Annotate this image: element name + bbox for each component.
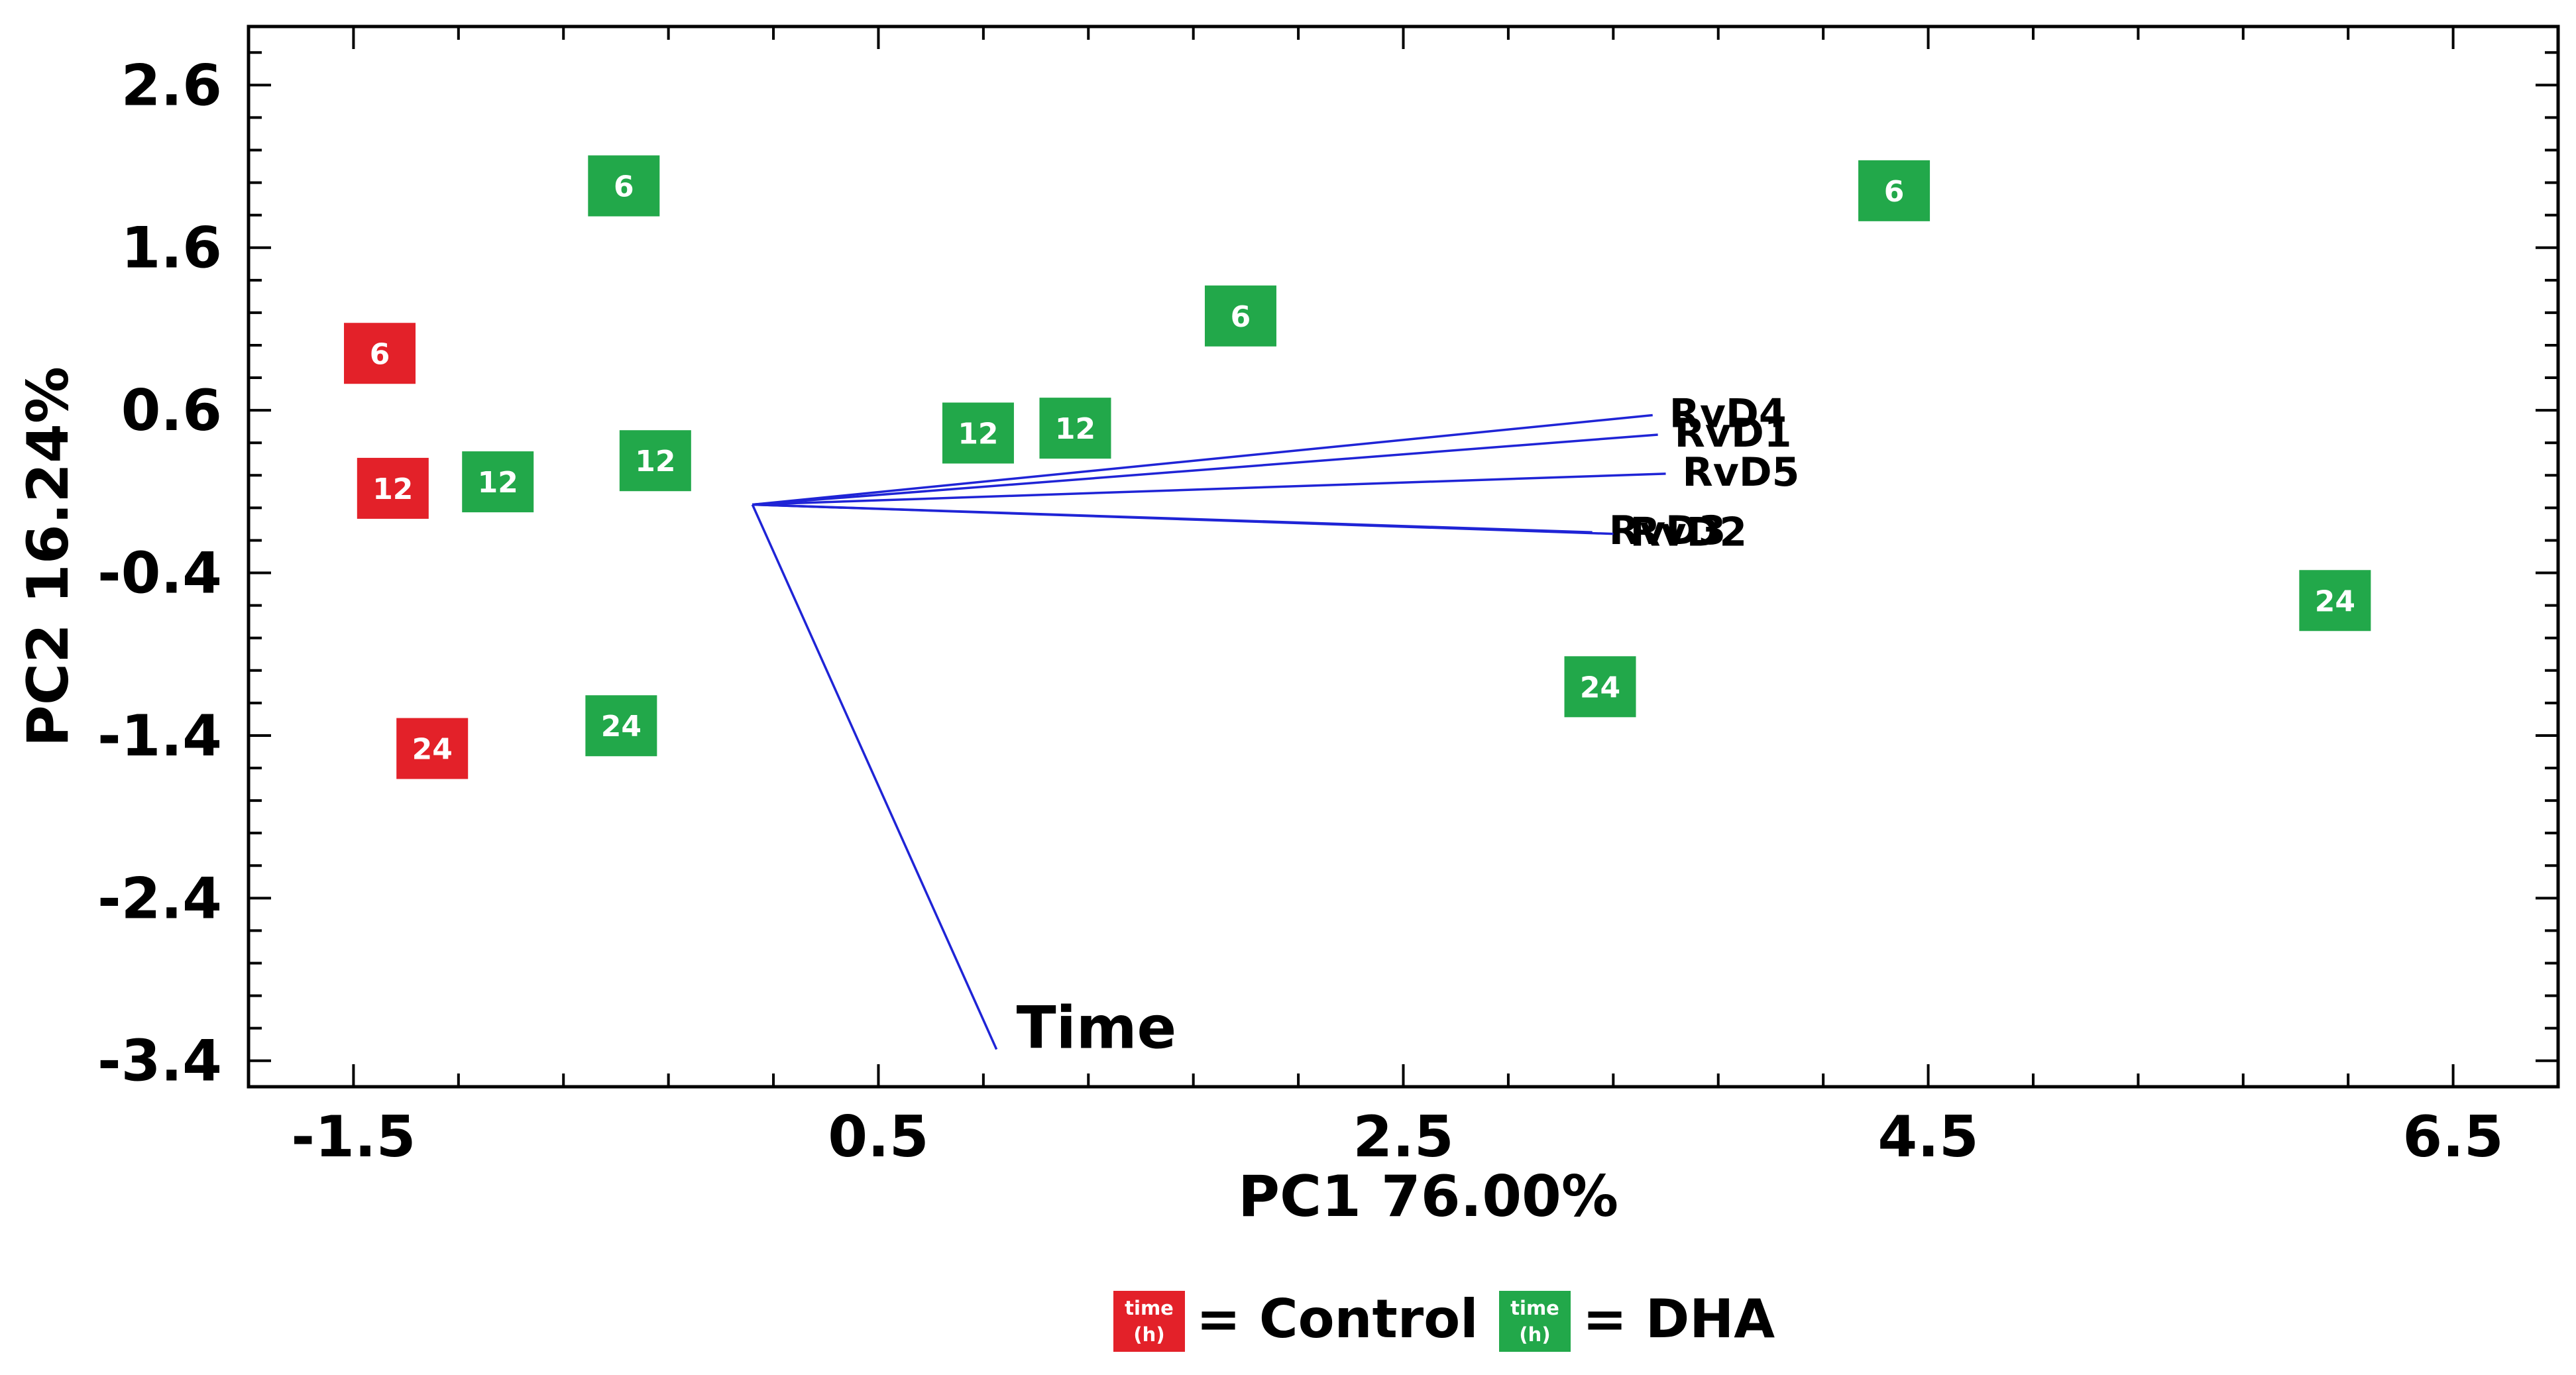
vector-line-rvd2 xyxy=(752,503,1614,535)
point-marker xyxy=(1564,656,1636,718)
x-tick-label: 6.5 xyxy=(2402,1104,2503,1170)
major-ticks xyxy=(249,27,2558,1087)
legend-label-control: = Control xyxy=(1196,1288,1479,1350)
legend-icon-text: time xyxy=(1510,1297,1559,1319)
y-tick-label: -1.4 xyxy=(97,703,222,769)
legend-icon-subtext: (h) xyxy=(1133,1323,1164,1346)
legend-icon-subtext: (h) xyxy=(1519,1323,1550,1346)
vector-line-rvd4 xyxy=(752,413,1653,506)
vector-line-rvd5 xyxy=(752,472,1666,506)
y-tick-label: 2.6 xyxy=(121,52,222,119)
point-label: 12 xyxy=(478,466,518,500)
legend-swatch-control xyxy=(1113,1291,1185,1352)
point-label: 24 xyxy=(412,733,453,767)
x-tick-label: -1.5 xyxy=(291,1104,416,1170)
point-label: 6 xyxy=(614,170,634,203)
x-tick-label: 2.5 xyxy=(1353,1104,1453,1170)
vector-label-rvd1: RvD1 xyxy=(1675,410,1792,457)
vector-line-rvd1 xyxy=(752,433,1658,506)
point-label: 6 xyxy=(370,337,390,371)
point-marker xyxy=(344,323,416,384)
vector-label-time: Time xyxy=(1017,994,1177,1062)
y-axis-title: PC2 16.24% xyxy=(15,366,82,747)
point-dha-24: 24 xyxy=(585,695,657,757)
score-points: 6 12 24 6 6 6 12 12 12 12 24 24 24 xyxy=(344,155,2371,779)
point-dha-12: 12 xyxy=(1039,398,1111,459)
point-label: 12 xyxy=(958,417,998,451)
legend: time (h) = Control time (h) = DHA xyxy=(1113,1288,1775,1352)
point-label: 24 xyxy=(1580,671,1620,704)
y-tick-label: -2.4 xyxy=(97,865,222,932)
vector-label-rvd2: RvD2 xyxy=(1630,510,1747,556)
point-dha-24: 24 xyxy=(1564,656,1636,718)
point-dha-6: 6 xyxy=(588,155,660,217)
point-marker xyxy=(585,695,657,757)
point-marker xyxy=(619,430,691,492)
point-label: 6 xyxy=(1231,300,1251,334)
point-dha-12: 12 xyxy=(619,430,691,492)
vector-label-rvd5: RvD5 xyxy=(1683,449,1800,496)
point-marker xyxy=(357,457,429,519)
y-tick-label: 0.6 xyxy=(121,378,222,444)
point-label: 12 xyxy=(372,472,413,506)
legend-icon-text: time xyxy=(1125,1297,1174,1319)
legend-item-control: time (h) = Control xyxy=(1113,1288,1479,1352)
point-marker xyxy=(588,155,660,217)
y-tick-label: 1.6 xyxy=(121,215,222,282)
x-axis-title: PC1 76.00% xyxy=(1238,1164,1618,1230)
point-dha-6: 6 xyxy=(1858,160,1931,221)
y-tick-label: -0.4 xyxy=(97,541,222,607)
y-tick-label: -3.4 xyxy=(97,1028,222,1095)
point-label: 24 xyxy=(601,710,642,743)
point-control-24: 24 xyxy=(396,718,469,779)
vector-label-rvd3: RvD3 xyxy=(1609,508,1726,554)
point-marker xyxy=(942,402,1014,464)
point-label: 6 xyxy=(1884,175,1905,209)
vector-label-rvd4: RvD4 xyxy=(1669,391,1787,437)
point-marker xyxy=(1858,160,1931,221)
legend-label-dha: = DHA xyxy=(1583,1288,1775,1350)
point-label: 24 xyxy=(2315,584,2355,618)
point-label: 12 xyxy=(1055,412,1095,446)
point-control-6: 6 xyxy=(344,323,416,384)
minor-ticks xyxy=(249,27,2559,1087)
point-dha-6: 6 xyxy=(1204,285,1276,347)
legend-item-dha: time (h) = DHA xyxy=(1499,1288,1775,1352)
tick-labels: -1.5 0.5 2.5 4.5 6.5 2.6 1.6 0.6 -0.4 -1.4 -2.4 -3.… xyxy=(97,52,2504,1170)
vector-line-time xyxy=(751,504,998,1050)
x-tick-label: 0.5 xyxy=(828,1104,928,1170)
point-dha-12: 12 xyxy=(942,402,1014,464)
point-marker xyxy=(2299,570,2371,632)
point-dha-24: 24 xyxy=(2299,570,2371,632)
point-control-12: 12 xyxy=(357,457,429,519)
point-label: 12 xyxy=(635,445,675,478)
plot-frame xyxy=(247,25,2560,1089)
point-dha-12: 12 xyxy=(462,451,534,513)
point-marker xyxy=(462,451,534,513)
x-tick-label: 4.5 xyxy=(1877,1104,1978,1170)
point-marker xyxy=(1204,285,1276,347)
legend-swatch-dha xyxy=(1499,1291,1571,1352)
point-marker xyxy=(396,718,469,779)
point-marker xyxy=(1039,398,1111,459)
